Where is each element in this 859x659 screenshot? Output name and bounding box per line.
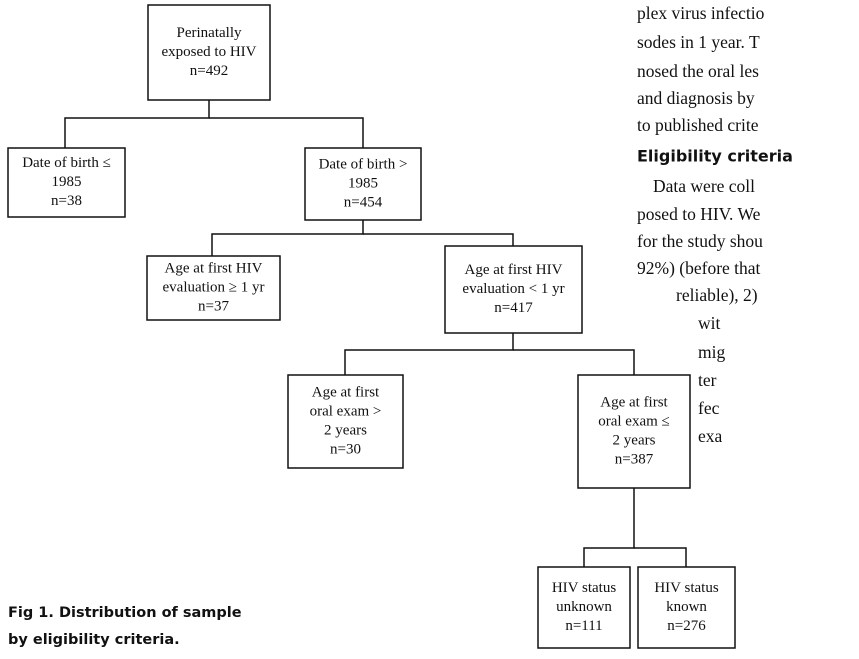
node-label: n=38 [51,193,82,209]
flow-node: Age at first oral exam > 2 years n=30 [287,374,404,469]
flow-node: HIV status known n=276 [637,566,736,649]
body-line: wit [698,313,721,333]
node-label: n=492 [190,63,228,79]
body-line: ter [698,370,717,390]
node-box [637,566,736,649]
node-label: n=417 [494,300,533,316]
connector [211,220,364,256]
body-line: plex virus infectio [637,3,765,23]
node-label: Age at first [312,384,380,400]
node-label: n=276 [667,618,706,634]
figure-caption: Fig 1. Distribution of sample [8,605,242,621]
body-line: reliable), 2) [676,285,758,305]
body-line: sodes in 1 year. T [637,32,760,52]
node-label: exposed to HIV [162,44,257,60]
connector [634,547,687,567]
node-label: n=37 [198,298,229,314]
body-line: posed to HIV. We [637,204,761,224]
flow-node: HIV status unknown n=111 [537,566,631,649]
node-label: n=111 [565,618,602,634]
node-label: 1985 [348,175,378,191]
figure-caption: by eligibility criteria. [8,632,180,648]
body-line: Data were coll [653,176,755,196]
flow-node: Date of birth > 1985 n=454 [304,147,422,221]
body-line: nosed the oral les [637,61,759,81]
node-box [7,147,126,218]
section-heading: Eligibility criteria [637,147,793,166]
flow-node: Age at first oral exam ≤ 2 years n=387 [577,374,691,489]
node-label: Perinatally [177,25,242,41]
node-label: known [666,599,707,615]
node-label: n=387 [615,451,654,467]
flow-node: Age at first HIV evaluation ≥ 1 yr n=37 [146,255,281,321]
connector [363,233,514,246]
node-label: Age at first HIV [465,262,563,278]
body-line: fec [698,398,720,418]
body-line: exa [698,426,723,446]
body-line: 92%) (before that [637,258,761,278]
node-label: evaluation ≥ 1 yr [163,279,265,295]
body-line: mig [698,342,725,362]
node-box [147,4,271,101]
node-label: 2 years [613,432,656,448]
node-box [537,566,631,649]
node-label: n=30 [330,441,361,457]
connector [344,333,514,375]
body-line: to published crite [637,115,759,135]
node-label: n=454 [344,194,383,210]
node-box [304,147,422,221]
flow-node: Age at first HIV evaluation < 1 yr n=417 [444,245,583,334]
node-box [146,255,281,321]
node-label: unknown [556,599,612,615]
node-label: Age at first HIV [165,260,263,276]
body-line: and diagnosis by [637,88,755,108]
body-line: for the study shou [637,231,763,251]
node-box [287,374,404,469]
node-label: HIV status [552,580,616,596]
connector [209,117,364,148]
node-label: evaluation < 1 yr [462,281,564,297]
node-label: HIV status [654,580,718,596]
connector [64,100,210,148]
node-label: Date of birth ≤ [22,155,111,171]
connectors [64,100,687,567]
node-label: 2 years [324,422,367,438]
flow-node: Date of birth ≤ 1985 n=38 [7,147,126,218]
node-label: oral exam > [310,403,382,419]
node-label: oral exam ≤ [598,413,670,429]
connector [513,349,635,375]
node-label: Date of birth > [319,156,408,172]
node-label: Age at first [600,394,668,410]
flow-node: Perinatally exposed to HIV n=492 [147,4,271,101]
node-box [577,374,691,489]
connector [583,488,635,567]
node-box [444,245,583,334]
node-label: 1985 [52,174,82,190]
